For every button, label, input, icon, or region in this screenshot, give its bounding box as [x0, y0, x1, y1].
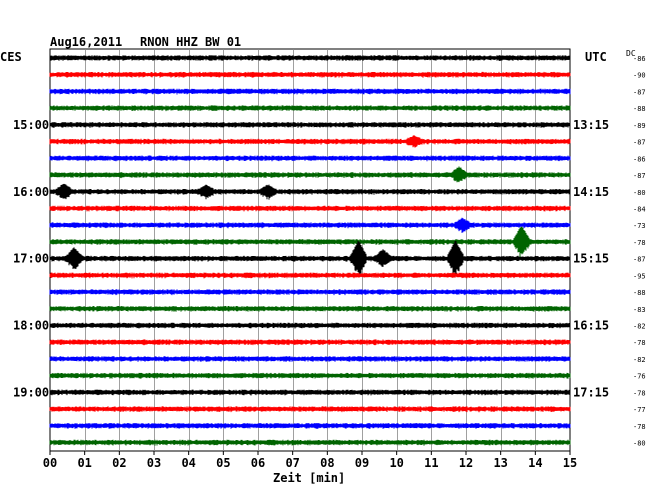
trace-11 — [49, 226, 571, 258]
dc-offset-0: -86 — [633, 55, 646, 63]
dc-offset-19: -76 — [633, 373, 646, 381]
x-tick-label-3: 03 — [147, 456, 161, 470]
dc-offset-7: -87 — [633, 172, 646, 180]
dc-offset-16: -82 — [633, 323, 646, 331]
dc-offset-12: -87 — [633, 256, 646, 264]
trace-0 — [49, 55, 571, 61]
trace-20 — [49, 389, 571, 396]
x-tick-label-11: 11 — [424, 456, 438, 470]
plot-title-station: RNON HHZ BW 01 — [140, 35, 242, 49]
trace-6 — [49, 155, 571, 162]
dc-offset-13: -95 — [633, 272, 646, 280]
left-hour-label-3: 18:00 — [13, 319, 49, 333]
dc-offset-10: -73 — [633, 222, 646, 230]
right-hour-label-4: 17:15 — [573, 385, 609, 399]
left-hour-label-2: 17:00 — [13, 252, 49, 266]
x-tick-label-9: 09 — [355, 456, 369, 470]
x-axis-label: Zeit [min] — [273, 471, 346, 485]
dc-offset-15: -83 — [633, 306, 646, 314]
right-hour-label-1: 14:15 — [573, 185, 609, 199]
plot-title-date: Aug16,2011 — [50, 35, 123, 49]
dc-header-label: DC — [626, 49, 636, 58]
right-hour-label-3: 16:15 — [573, 319, 609, 333]
x-tick-label-15: 15 — [563, 456, 577, 470]
plot-frame — [49, 48, 571, 452]
trace-3 — [49, 105, 571, 112]
x-tick-label-6: 06 — [251, 456, 265, 470]
x-tick-label-2: 02 — [112, 456, 126, 470]
dc-offset-11: -78 — [633, 239, 646, 247]
x-tick-label-8: 08 — [320, 456, 334, 470]
dc-offset-14: -88 — [633, 289, 646, 297]
dc-offset-3: -88 — [633, 105, 646, 113]
trace-16 — [49, 322, 571, 329]
trace-23 — [49, 439, 571, 446]
dc-offset-1: -90 — [633, 72, 646, 80]
dc-offset-21: -77 — [633, 406, 646, 414]
x-tick-label-12: 12 — [459, 456, 473, 470]
trace-22 — [49, 423, 571, 429]
trace-13 — [49, 272, 571, 279]
dc-offset-20: -78 — [633, 389, 646, 397]
x-tick-label-13: 13 — [493, 456, 507, 470]
dc-offset-6: -86 — [633, 155, 646, 163]
dc-offset-9: -84 — [633, 205, 646, 213]
right-hour-label-0: 13:15 — [573, 118, 609, 132]
left-timezone-label: CES — [0, 50, 22, 64]
trace-18 — [49, 356, 571, 362]
x-tick-label-10: 10 — [389, 456, 403, 470]
x-tick-label-7: 07 — [285, 456, 299, 470]
trace-19 — [49, 372, 571, 379]
trace-7 — [49, 166, 571, 183]
trace-5 — [49, 135, 571, 148]
trace-17 — [49, 339, 571, 346]
trace-14 — [49, 289, 571, 296]
trace-8 — [49, 183, 571, 200]
dc-offset-18: -82 — [633, 356, 646, 364]
dc-offset-5: -87 — [633, 139, 646, 147]
dc-offset-4: -89 — [633, 122, 646, 130]
x-tick-label-1: 01 — [77, 456, 91, 470]
right-timezone-label: UTC — [585, 50, 607, 64]
dc-offset-23: -80 — [633, 440, 646, 448]
left-hour-label-0: 15:00 — [13, 118, 49, 132]
trace-12 — [49, 240, 571, 276]
left-hour-label-1: 16:00 — [13, 185, 49, 199]
trace-1 — [49, 71, 571, 78]
x-tick-label-0: 00 — [43, 456, 57, 470]
right-hour-label-2: 15:15 — [573, 252, 609, 266]
trace-4 — [49, 122, 571, 128]
trace-15 — [49, 306, 571, 312]
trace-21 — [49, 406, 571, 413]
dc-offset-8: -80 — [633, 189, 646, 197]
x-tick-label-5: 05 — [216, 456, 230, 470]
trace-10 — [49, 217, 571, 233]
x-tick-label-14: 14 — [528, 456, 542, 470]
dc-offset-17: -78 — [633, 339, 646, 347]
trace-9 — [49, 205, 571, 212]
x-tick-label-4: 04 — [181, 456, 195, 470]
dc-offset-22: -78 — [633, 423, 646, 431]
trace-2 — [49, 88, 571, 95]
left-hour-label-4: 19:00 — [13, 385, 49, 399]
dc-offset-2: -87 — [633, 88, 646, 96]
